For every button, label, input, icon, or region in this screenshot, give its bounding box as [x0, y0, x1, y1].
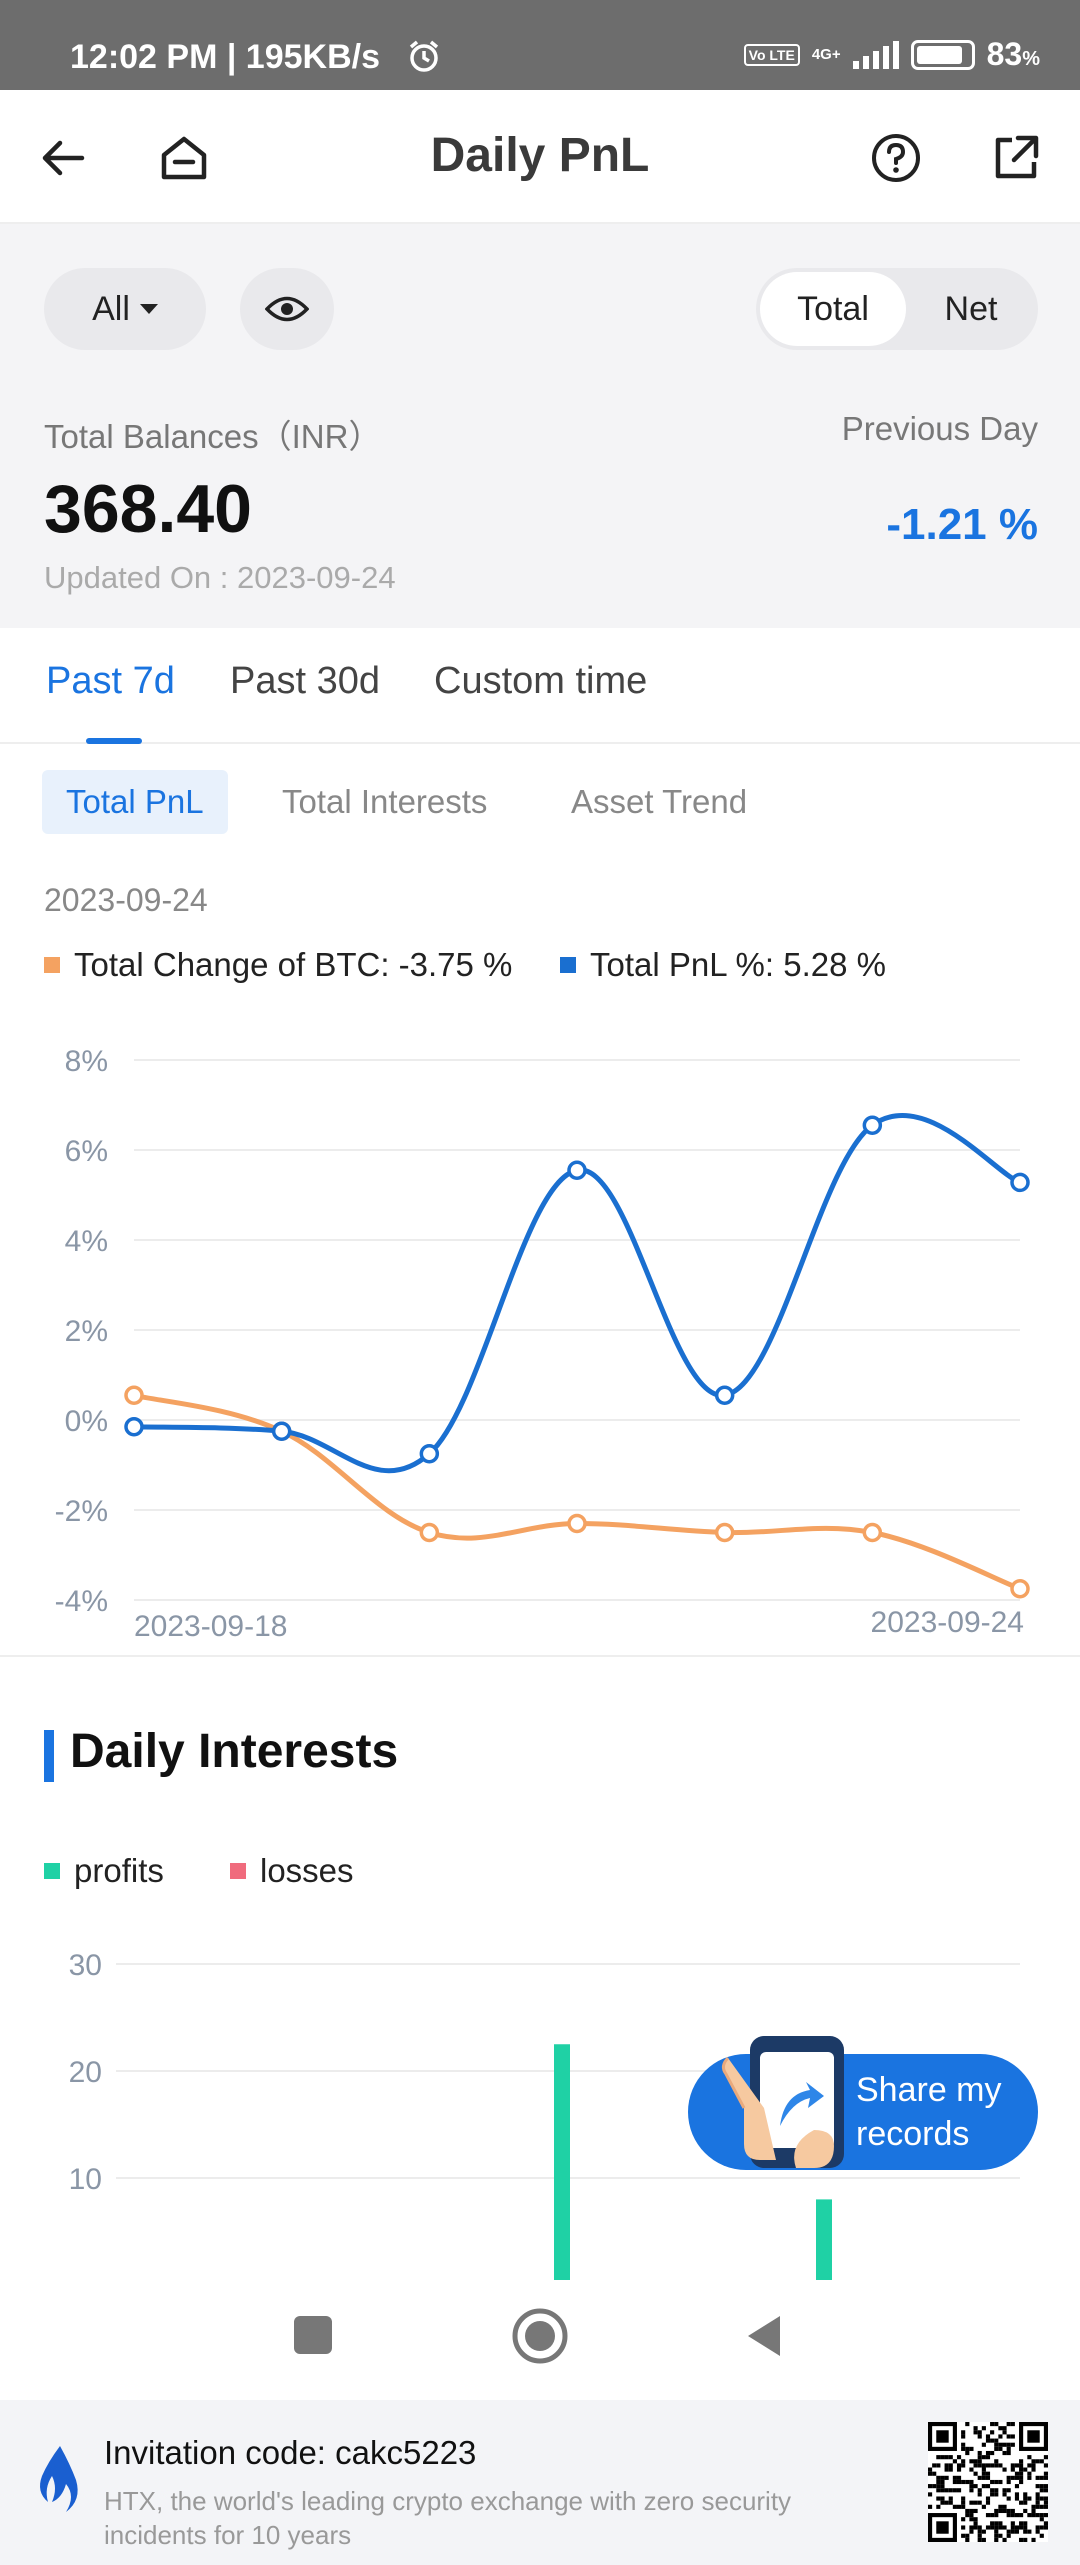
- eye-icon: [265, 296, 309, 322]
- network-type: 4G+: [811, 46, 841, 63]
- previous-day-value: -1.21 %: [886, 500, 1038, 549]
- y-tick-label: 8%: [65, 1045, 108, 1078]
- period-tabs: Past 7d Past 30d Custom time: [0, 628, 1080, 744]
- y-tick-label: 10: [69, 2163, 102, 2196]
- data-point[interactable]: [419, 1522, 440, 1543]
- legend-swatch-losses: [230, 1863, 246, 1879]
- invitation-footer: Invitation code: cakc5223 HTX, the world…: [0, 2400, 1080, 2565]
- qr-code: [928, 2422, 1048, 2542]
- y-tick-label: 0%: [65, 1405, 108, 1438]
- home-circle-icon[interactable]: [512, 2308, 568, 2364]
- y-tick-label: -4%: [55, 1585, 108, 1618]
- legend-profits: profits: [44, 1852, 164, 1890]
- share-out-icon[interactable]: [988, 130, 1044, 186]
- profit-bar[interactable]: [554, 2044, 570, 2280]
- data-point[interactable]: [1010, 1579, 1030, 1599]
- tab-asset-trend[interactable]: Asset Trend: [571, 783, 748, 820]
- data-point[interactable]: [862, 1115, 883, 1135]
- legend-swatch-btc: [44, 957, 60, 973]
- balance-label: Total Balances（INR）: [44, 418, 382, 455]
- back-arrow-icon[interactable]: [36, 130, 92, 186]
- legend-swatch-profits: [44, 1863, 60, 1879]
- legend-btc: Total Change of BTC: -3.75 %: [44, 946, 512, 984]
- phone-share-icon: [721, 2036, 844, 2168]
- previous-day-label: Previous Day: [841, 410, 1038, 447]
- legend-losses: losses: [230, 1852, 354, 1890]
- tab-total-pnl[interactable]: Total PnL: [42, 770, 228, 834]
- legend-pnl-label: Total PnL %: 5.28 %: [590, 946, 886, 983]
- signal-icon: [852, 40, 899, 69]
- total-net-toggle: Total Net: [756, 268, 1038, 350]
- y-tick-label: 20: [69, 2056, 102, 2089]
- chart-date: 2023-09-24: [44, 882, 208, 918]
- data-point[interactable]: [862, 1522, 883, 1543]
- series-line: [133, 1392, 1021, 1592]
- status-icons: Vo LTE 4G+ 83%: [743, 36, 1040, 73]
- data-point[interactable]: [124, 1417, 144, 1437]
- pnl-line-chart: 8% 6% 4% 2% 0% -2% -4% 2023-09-18 2023-09-24: [55, 1045, 1030, 1643]
- y-tick-label: -2%: [55, 1495, 108, 1528]
- page-title: Daily PnL: [430, 129, 650, 182]
- tab-past-30d[interactable]: Past 30d: [230, 660, 380, 702]
- data-point[interactable]: [714, 1522, 735, 1543]
- y-tick-label: 30: [69, 1949, 102, 1982]
- tab-total-interests[interactable]: Total Interests: [282, 783, 488, 820]
- data-point[interactable]: [124, 1385, 144, 1405]
- balance-summary: All Total Net Total Balances（INR） Previo…: [0, 224, 1080, 628]
- visibility-toggle-button[interactable]: [240, 268, 334, 350]
- legend-swatch-pnl: [560, 957, 576, 973]
- daily-interests-title: Daily Interests: [70, 1725, 399, 1778]
- tab-custom-time[interactable]: Custom time: [434, 660, 648, 702]
- volte-tag: Vo LTE: [743, 43, 800, 66]
- back-triangle-icon[interactable]: [744, 2314, 784, 2358]
- data-point[interactable]: [271, 1421, 292, 1441]
- system-nav-bar: [0, 2286, 1080, 2398]
- toggle-net[interactable]: Net: [944, 289, 998, 328]
- data-point[interactable]: [567, 1160, 587, 1180]
- alarm-icon: [409, 40, 439, 72]
- battery-level: 83%: [986, 36, 1040, 72]
- daily-interests-bar-chart: 30 20 10: [69, 1949, 1020, 2280]
- battery-icon: [910, 39, 975, 70]
- y-tick-label: 6%: [65, 1135, 108, 1168]
- active-tab-indicator: [86, 738, 142, 744]
- share-records-button[interactable]: Share my records: [688, 2036, 1038, 2170]
- tab-past-7d[interactable]: Past 7d: [46, 660, 175, 702]
- section-accent-bar: [44, 1730, 54, 1782]
- x-tick-label: 2023-09-24: [871, 1606, 1024, 1639]
- legend-btc-label: Total Change of BTC: -3.75 %: [74, 946, 513, 983]
- metric-tabs: Total PnL Total Interests Asset Trend: [0, 744, 1080, 854]
- htx-logo-icon: [40, 2446, 78, 2512]
- legend-losses-label: losses: [260, 1852, 354, 1889]
- qr-code-graphic: [928, 2422, 1048, 2542]
- data-point[interactable]: [714, 1385, 735, 1405]
- nav-bar: Daily PnL: [0, 90, 1080, 224]
- y-tick-label: 4%: [65, 1225, 108, 1258]
- data-point[interactable]: [1010, 1172, 1030, 1193]
- profit-bar[interactable]: [816, 2199, 832, 2280]
- filter-label: All: [92, 289, 130, 328]
- home-icon[interactable]: [156, 130, 212, 186]
- legend-profits-label: profits: [74, 1852, 164, 1889]
- asset-filter-dropdown[interactable]: All: [44, 268, 206, 350]
- y-tick-label: 2%: [65, 1315, 108, 1348]
- x-tick-label: 2023-09-18: [134, 1610, 287, 1643]
- data-point[interactable]: [567, 1513, 587, 1534]
- legend-pnl: Total PnL %: 5.28 %: [560, 946, 886, 984]
- data-point[interactable]: [419, 1444, 440, 1464]
- help-icon[interactable]: [868, 130, 924, 186]
- updated-date: Updated On : 2023-09-24: [44, 560, 396, 595]
- invitation-description: HTX, the world's leading crypto exchange…: [104, 2486, 792, 2550]
- section-divider: [0, 1655, 1080, 1657]
- share-label: Share my records: [856, 2071, 1002, 2153]
- toggle-total[interactable]: Total: [760, 272, 906, 346]
- status-bar: 12:02 PM | 195KB/s Vo LTE 4G+ 83%: [0, 0, 1080, 90]
- caret-down-icon: [139, 304, 158, 314]
- status-time: 12:02 PM | 195KB/s: [70, 38, 381, 76]
- recents-icon[interactable]: [292, 2314, 334, 2356]
- invitation-code: Invitation code: cakc5223: [104, 2434, 477, 2471]
- balance-value: 368.40: [44, 471, 252, 547]
